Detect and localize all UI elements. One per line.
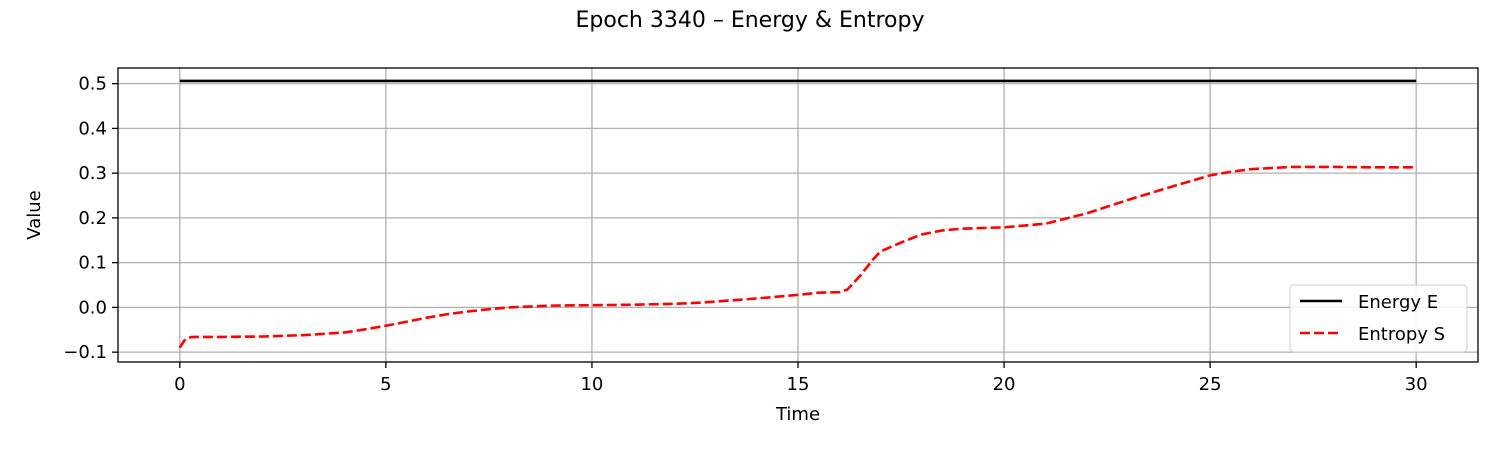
series-lines xyxy=(178,79,1417,349)
x-axis-ticks: 0 5 10 15 20 25 30 xyxy=(174,362,1428,395)
x-tick-label: 0 xyxy=(174,374,185,395)
x-tick-label: 10 xyxy=(580,374,603,395)
legend-label-entropy: Entropy S xyxy=(1358,324,1445,345)
x-tick-label: 5 xyxy=(380,374,391,395)
x-tick-label: 30 xyxy=(1405,374,1428,395)
x-tick-label: 25 xyxy=(1199,374,1222,395)
y-axis-ticks: −0.1 0.0 0.1 0.2 0.3 0.4 0.5 xyxy=(63,74,118,363)
y-tick-label: 0.4 xyxy=(78,118,107,139)
x-tick-label: 15 xyxy=(787,374,810,395)
chart-title: Epoch 3340 – Energy & Entropy xyxy=(576,8,925,33)
series-line-entropy-s xyxy=(178,165,1417,349)
y-tick-label: 0.3 xyxy=(78,163,107,184)
grid-lines xyxy=(118,68,1478,362)
x-tick-label: 20 xyxy=(993,374,1016,395)
y-tick-label: 0.2 xyxy=(78,208,107,229)
y-tick-label: 0.5 xyxy=(78,74,107,95)
legend-label-energy: Energy E xyxy=(1358,292,1438,313)
x-axis-label: Time xyxy=(775,404,820,425)
y-tick-label: 0.0 xyxy=(78,297,107,318)
y-tick-label: −0.1 xyxy=(63,342,107,363)
y-axis-label: Value xyxy=(24,190,45,239)
y-tick-label: 0.1 xyxy=(78,253,107,274)
legend: Energy E Entropy S xyxy=(1289,284,1468,353)
